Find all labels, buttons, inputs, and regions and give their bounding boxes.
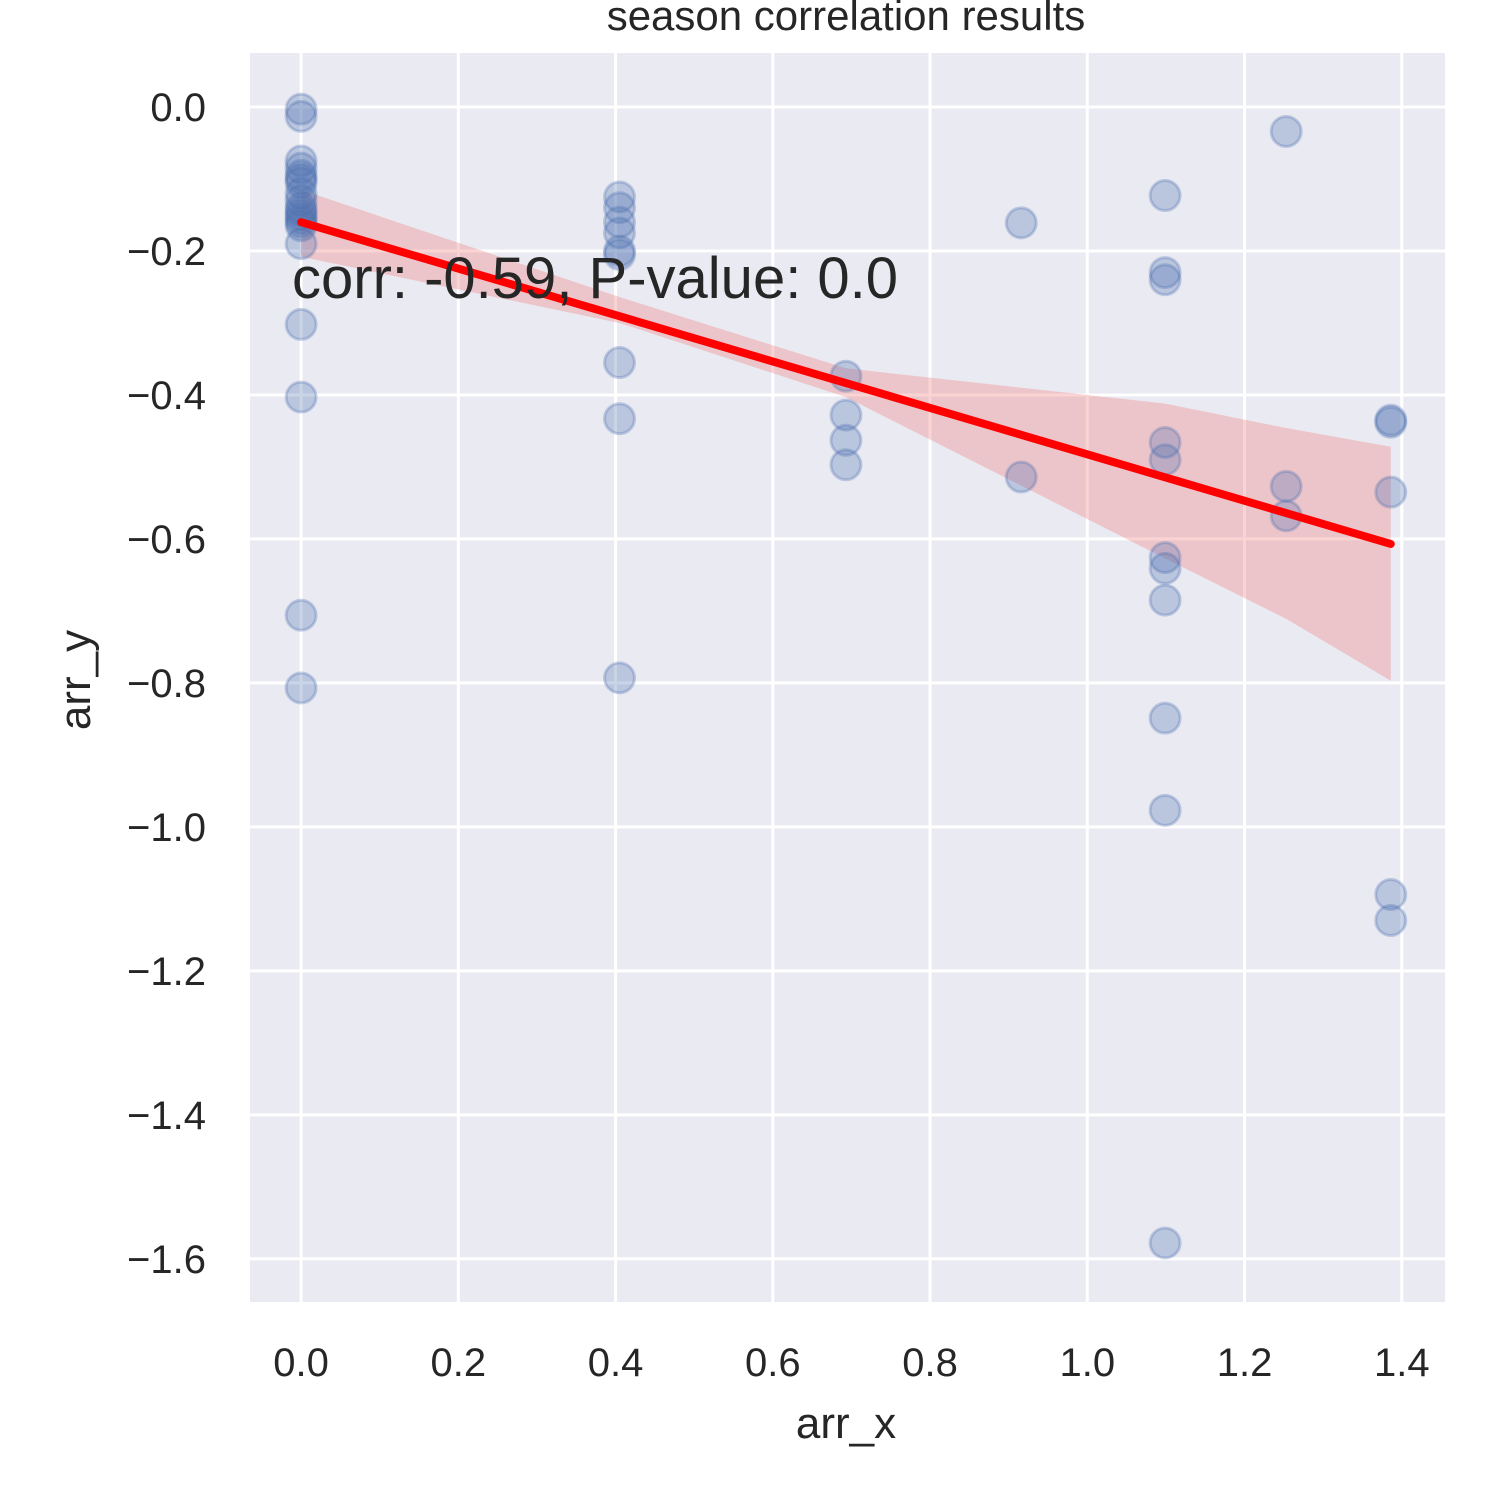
scatter-point <box>1148 541 1182 575</box>
grid-lines <box>250 53 1445 1302</box>
scatter-point <box>284 307 318 341</box>
scatter-point <box>284 99 318 133</box>
scatter-point <box>829 423 863 457</box>
y-tick-label: −1.6 <box>127 1238 206 1282</box>
chart-title: season correlation results <box>607 0 1086 39</box>
scatter-point <box>603 205 637 239</box>
scatter-point <box>603 661 637 695</box>
y-tick-label: −0.6 <box>127 518 206 562</box>
scatter-point <box>1004 206 1038 240</box>
x-tick-label: 0.0 <box>273 1341 329 1385</box>
scatter-point <box>284 176 318 210</box>
scatter-point <box>284 144 318 178</box>
y-tick-label: −1.4 <box>127 1094 206 1138</box>
y-tick-label: −0.8 <box>127 662 206 706</box>
regression-line <box>297 218 1395 548</box>
scatter-point <box>603 180 637 214</box>
scatter-point <box>1148 793 1182 827</box>
scatter-point <box>1148 179 1182 213</box>
scatter-point <box>1374 878 1408 912</box>
y-tick-label: −1.2 <box>127 950 206 994</box>
scatter-point <box>1148 701 1182 735</box>
scatter-point <box>1148 1226 1182 1260</box>
y-axis-label: arr_y <box>51 630 100 730</box>
scatter-point <box>284 162 318 196</box>
scatter-point <box>284 227 318 261</box>
y-tick-label: −0.4 <box>127 374 206 418</box>
scatter-point <box>1374 475 1408 509</box>
scatter-point <box>1148 551 1182 585</box>
regression-line-layer <box>297 218 1395 548</box>
x-tick-label: 0.6 <box>745 1341 801 1385</box>
scatter-point <box>284 158 318 192</box>
y-tick-label: −1.0 <box>127 806 206 850</box>
x-tick-labels: 0.0 0.2 0.4 0.6 0.8 1.0 1.2 1.4 <box>273 1341 1429 1385</box>
scatter-point <box>829 398 863 432</box>
scatter-points <box>284 92 1408 1260</box>
x-tick-label: 1.2 <box>1217 1341 1273 1385</box>
scatter-point <box>1148 583 1182 617</box>
scatter-point <box>1374 403 1408 437</box>
scatter-point <box>284 380 318 414</box>
scatter-point <box>1148 425 1182 459</box>
confidence-band-layer <box>301 189 1391 681</box>
scatter-point <box>1148 256 1182 290</box>
scatter-point <box>284 671 318 705</box>
y-tick-labels: 0.0 −0.2 −0.4 −0.6 −0.8 −1.0 −1.2 −1.4 −1.6 <box>127 86 206 1282</box>
scatter-point <box>1374 903 1408 937</box>
x-tick-label: 1.0 <box>1059 1341 1115 1385</box>
scatter-point <box>1004 460 1038 494</box>
scatter-point <box>603 402 637 436</box>
scatter-point <box>603 191 637 225</box>
scatter-point <box>603 216 637 250</box>
scatter-point <box>1269 469 1303 503</box>
x-tick-label: 0.8 <box>902 1341 958 1385</box>
x-axis-label: arr_x <box>796 1399 896 1448</box>
scatter-point <box>603 346 637 380</box>
scatter-point <box>284 598 318 632</box>
scatter-point <box>284 92 318 126</box>
scatter-point <box>1374 405 1408 439</box>
x-tick-label: 0.2 <box>431 1341 487 1385</box>
scatter-point <box>829 448 863 482</box>
scatter-point <box>603 234 637 268</box>
correlation-annotation: corr: -0.59, P-value: 0.0 <box>292 246 898 311</box>
y-tick-label: 0.0 <box>150 86 206 130</box>
x-tick-label: 0.4 <box>588 1341 644 1385</box>
scatter-point <box>284 166 318 200</box>
x-tick-label: 1.4 <box>1374 1341 1430 1385</box>
scatter-point <box>603 238 637 272</box>
scatter-point <box>1148 263 1182 297</box>
confidence-band <box>301 189 1391 681</box>
scatter-point <box>284 194 318 228</box>
y-tick-label: −0.2 <box>127 230 206 274</box>
scatter-point <box>284 184 318 218</box>
scatter-point <box>284 151 318 185</box>
scatter-point <box>1269 114 1303 148</box>
